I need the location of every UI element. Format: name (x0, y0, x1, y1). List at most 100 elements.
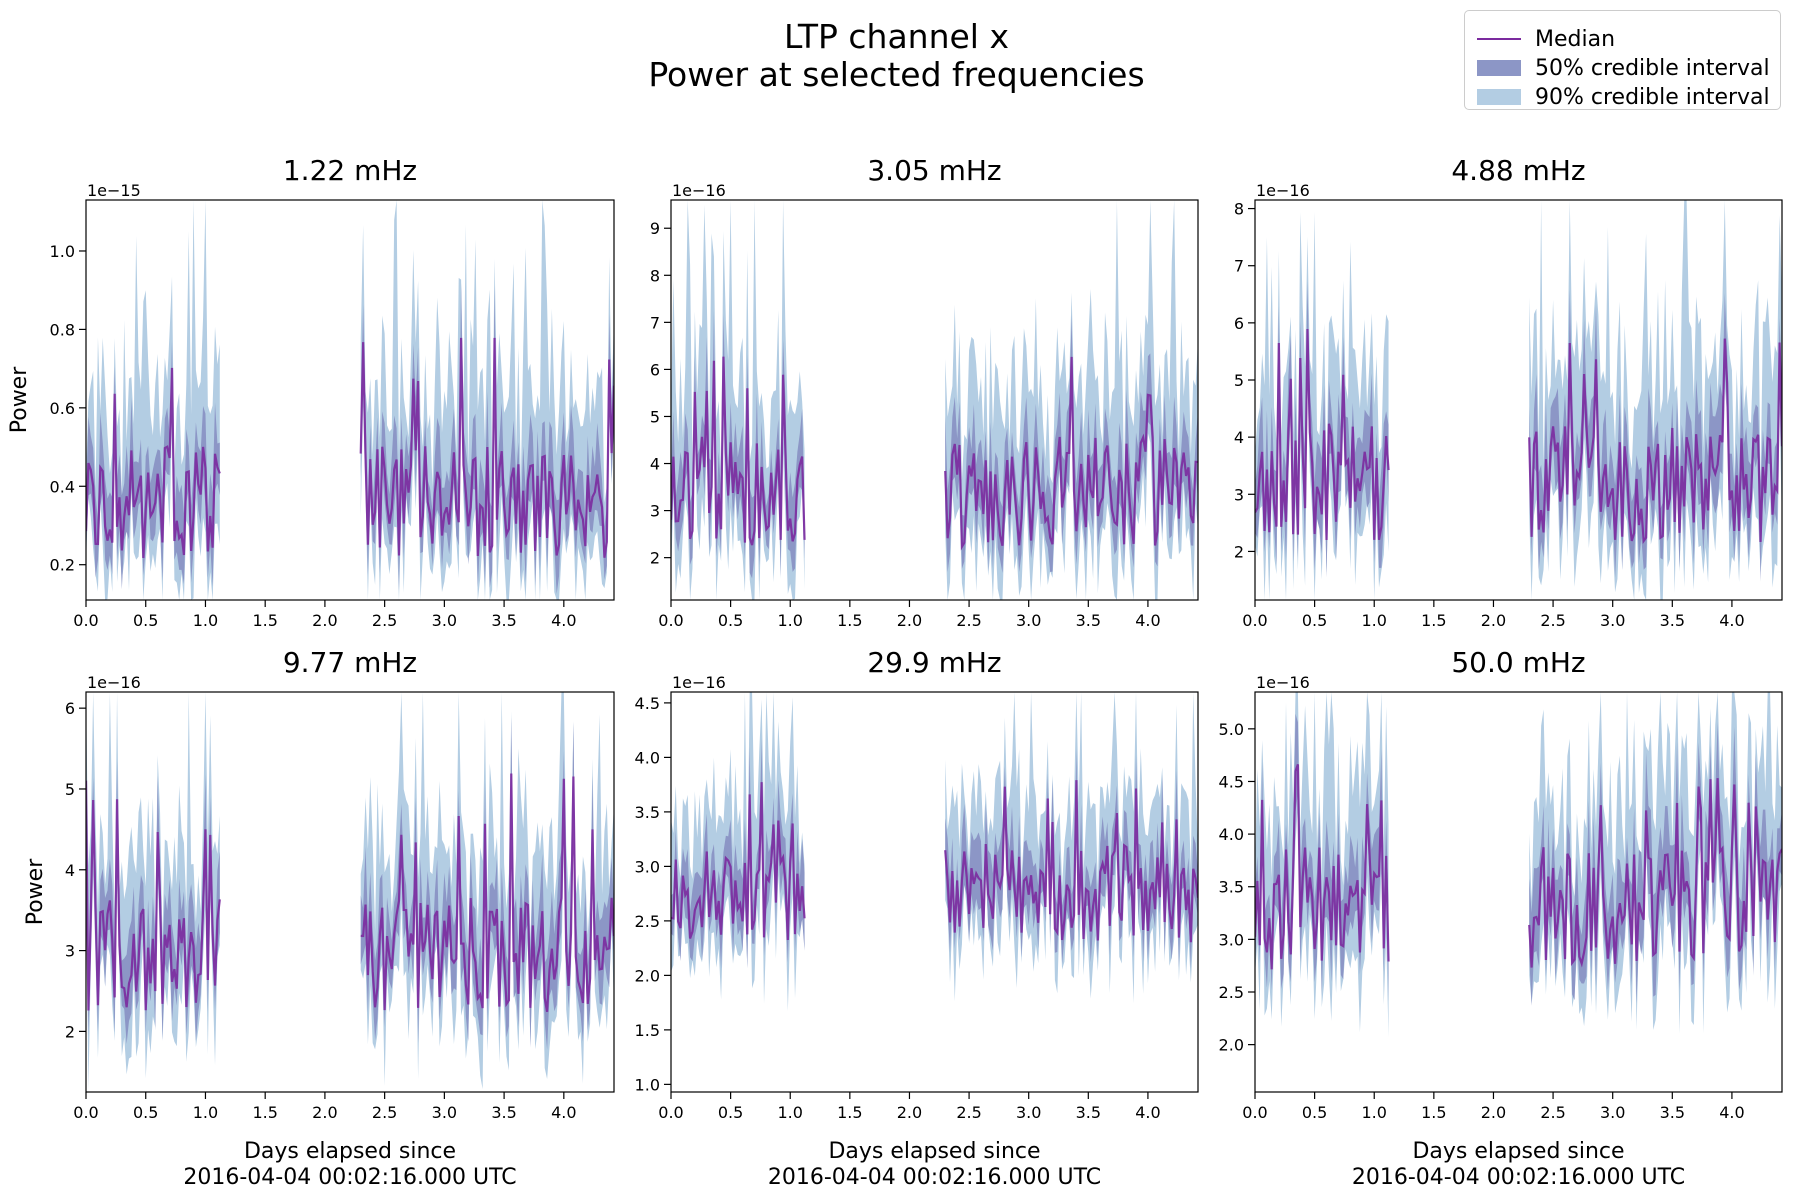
x-tick-label: 0.0 (658, 1103, 683, 1122)
y-tick-label: 3 (650, 502, 660, 521)
panel-title: 50.0 mHz (1451, 646, 1585, 679)
panel-plot-area (86, 692, 614, 1091)
x-axis-label-line2: 2016-04-04 00:02:16.000 UTC (768, 1165, 1101, 1190)
y-offset-text: 1e−16 (1256, 181, 1310, 200)
y-tick-label: 8 (1234, 200, 1244, 219)
y-tick-label: 3.0 (635, 857, 660, 876)
panel-6: 0.0 0.5 1.0 1.5 2.0 2.5 3.0 3.5 4.0 2.0 2.5 3.0 3.5 4… (1219, 646, 1783, 1190)
legend-ci90-label: 90% credible interval (1535, 84, 1770, 110)
ci50-band-segment-2 (1529, 289, 1782, 582)
legend-item-ci50: 50% credible interval (1477, 54, 1770, 82)
panel-title: 29.9 mHz (867, 646, 1001, 679)
legend-item-median: Median (1477, 25, 1615, 53)
x-tick-label: 0.5 (718, 1103, 743, 1122)
x-tick-label: 0.0 (658, 611, 683, 630)
x-tick-label: 1.5 (837, 1103, 862, 1122)
x-tick-label: 0.5 (1302, 1103, 1327, 1122)
y-axis-label: Power (23, 858, 48, 925)
y-tick-label: 8 (650, 266, 660, 285)
x-tick-label: 3.0 (1600, 611, 1625, 630)
median-line-segment-1 (1255, 763, 1390, 970)
figure-title-line2: Power at selected frequencies (648, 55, 1145, 94)
x-tick-label: 3.5 (1660, 1103, 1685, 1122)
y-tick-label: 3 (1234, 485, 1244, 504)
panel-frame (1254, 199, 1783, 601)
ci90-band-segment-2 (945, 692, 1198, 1004)
x-tick-label: 2.0 (897, 611, 922, 630)
x-tick-label: 2.5 (372, 611, 397, 630)
x-tick-label: 1.5 (837, 611, 862, 630)
x-tick-label: 0.0 (73, 611, 98, 630)
ci50-band-segment-1 (86, 341, 220, 590)
y-tick-label: 5 (650, 407, 660, 426)
panel-frame (85, 199, 615, 601)
x-tick-label: 0.0 (1242, 611, 1267, 630)
figure-title-line1: LTP channel x (784, 17, 1009, 56)
panel-plot-area (1255, 692, 1782, 1038)
x-tick-label: 3.5 (1660, 611, 1685, 630)
panel-frame (85, 691, 615, 1093)
panel-plot-area (671, 692, 1198, 1012)
y-tick-label: 5 (65, 780, 75, 799)
panel-title: 4.88 mHz (1451, 154, 1585, 187)
panel-3: 0.0 0.5 1.0 1.5 2.0 2.5 3.0 3.5 4.0 2 3 4 5 6 7 8 1e−16 4… (1234, 154, 1783, 630)
x-tick-label: 0.5 (1302, 611, 1327, 630)
y-tick-label: 6 (650, 360, 660, 379)
x-tick-label: 1.5 (252, 611, 277, 630)
x-tick-label: 3.5 (1076, 611, 1101, 630)
y-tick-label: 2.0 (635, 966, 660, 985)
ci90-band-segment-1 (86, 692, 220, 1091)
x-tick-label: 2.0 (312, 1103, 337, 1122)
y-tick-label: 4.0 (1219, 825, 1244, 844)
ci50-band-segment-2 (360, 283, 614, 594)
y-tick-label: 3.0 (1219, 930, 1244, 949)
x-tick-label: 4.0 (551, 611, 576, 630)
y-tick-label: 2.5 (635, 912, 660, 931)
x-tick-label: 4.0 (1135, 611, 1160, 630)
x-tick-label: 1.0 (778, 1103, 803, 1122)
y-tick-label: 0.2 (50, 556, 75, 575)
y-offset-text: 1e−16 (87, 673, 141, 692)
panel-title: 3.05 mHz (867, 154, 1001, 187)
x-tick-label: 2.5 (1540, 1103, 1565, 1122)
y-tick-label: 2 (650, 549, 660, 568)
x-tick-label: 0.5 (133, 611, 158, 630)
x-tick-label: 3.0 (432, 1103, 457, 1122)
y-tick-label: 0.8 (50, 320, 75, 339)
x-tick-label: 2.0 (312, 611, 337, 630)
legend-ci50-label: 50% credible interval (1535, 55, 1770, 81)
x-tick-label: 1.0 (778, 611, 803, 630)
panel-1: 0.0 0.5 1.0 1.5 2.0 2.5 3.0 3.5 4.0 0.2 0.4 0.6 0.8 1… (7, 154, 615, 630)
ci50-band-segment-1 (671, 738, 805, 969)
x-tick-label: 2.5 (956, 1103, 981, 1122)
x-tick-label: 0.0 (1242, 1103, 1267, 1122)
x-tick-label: 3.5 (1076, 1103, 1101, 1122)
x-tick-label: 3.0 (1600, 1103, 1625, 1122)
x-tick-label: 2.5 (372, 1103, 397, 1122)
ci90-band-segment-1 (671, 200, 805, 600)
legend-ci50-swatch-icon (1477, 60, 1521, 76)
x-axis-label-line2: 2016-04-04 00:02:16.000 UTC (1352, 1165, 1685, 1190)
x-tick-label: 1.0 (193, 1103, 218, 1122)
x-tick-label: 1.0 (193, 611, 218, 630)
panel-plot-area (1255, 200, 1782, 600)
y-tick-label: 4 (1234, 428, 1244, 447)
median-line-segment-1 (1255, 328, 1390, 541)
y-tick-label: 0.4 (50, 477, 75, 496)
panel-5: 0.0 0.5 1.0 1.5 2.0 2.5 3.0 3.5 4.0 1.0 1.5 2.0 2.5 3… (635, 646, 1199, 1190)
x-tick-label: 3.5 (491, 611, 516, 630)
legend-median-line-icon (1477, 38, 1521, 40)
panel-plot-area (86, 200, 614, 600)
y-tick-label: 2 (1234, 542, 1244, 561)
x-tick-label: 0.5 (133, 1103, 158, 1122)
x-tick-label: 3.0 (432, 611, 457, 630)
y-tick-label: 2 (65, 1022, 75, 1041)
y-tick-label: 1.5 (635, 1021, 660, 1040)
median-line-segment-2 (1528, 338, 1782, 544)
y-tick-label: 2.0 (1219, 1036, 1244, 1055)
x-tick-label: 2.5 (956, 611, 981, 630)
panel-frame (670, 199, 1199, 601)
median-line-segment-2 (360, 773, 614, 1012)
median-line-segment-1 (86, 780, 221, 1011)
x-tick-label: 2.0 (1481, 1103, 1506, 1122)
